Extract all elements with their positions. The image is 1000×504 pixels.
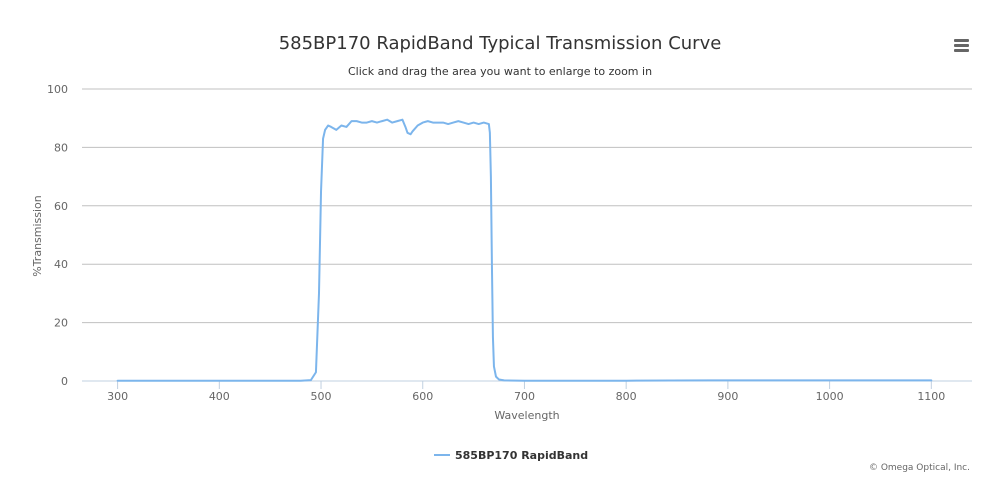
chart-context-menu-button[interactable] xyxy=(947,32,975,58)
legend-series-label[interactable]: 585BP170 RapidBand xyxy=(455,449,588,462)
x-tick-label: 400 xyxy=(209,390,230,403)
x-tick-label: 900 xyxy=(717,390,738,403)
x-tick-label: 1100 xyxy=(917,390,945,403)
hamburger-menu-icon xyxy=(954,39,969,42)
series-line-0[interactable] xyxy=(116,118,933,382)
y-tick-label: 20 xyxy=(54,317,68,330)
y-axis-tick-labels: 0 20 40 60 80 100 xyxy=(47,83,68,388)
x-tick-label: 700 xyxy=(514,390,535,403)
x-tick-label: 600 xyxy=(412,390,433,403)
x-axis-title: Wavelength xyxy=(494,409,559,422)
chart-title: 585BP170 RapidBand Typical Transmission … xyxy=(279,33,722,54)
y-tick-label: 100 xyxy=(47,83,68,96)
x-tick-label: 300 xyxy=(107,390,128,403)
chart-subtitle: Click and drag the area you want to enla… xyxy=(348,65,652,78)
y-tick-label: 0 xyxy=(61,375,68,388)
x-axis-tick-labels: 300 400 500 600 700 800 900 1000 1100 xyxy=(107,390,945,403)
grid-lines xyxy=(82,88,972,324)
y-tick-label: 40 xyxy=(54,258,68,271)
series-group xyxy=(116,118,933,382)
x-tick-label: 1000 xyxy=(816,390,844,403)
y-axis-title: %Transmission xyxy=(31,195,44,277)
y-tick-label: 80 xyxy=(54,141,68,154)
x-tick-label: 800 xyxy=(616,390,637,403)
credits-text[interactable]: © Omega Optical, Inc. xyxy=(869,463,970,473)
legend[interactable]: 585BP170 RapidBand xyxy=(434,449,588,462)
hamburger-menu-icon-bar xyxy=(954,44,969,47)
y-tick-label: 60 xyxy=(54,200,68,213)
hamburger-menu-icon-bar xyxy=(954,49,969,52)
x-tick-label: 500 xyxy=(311,390,332,403)
